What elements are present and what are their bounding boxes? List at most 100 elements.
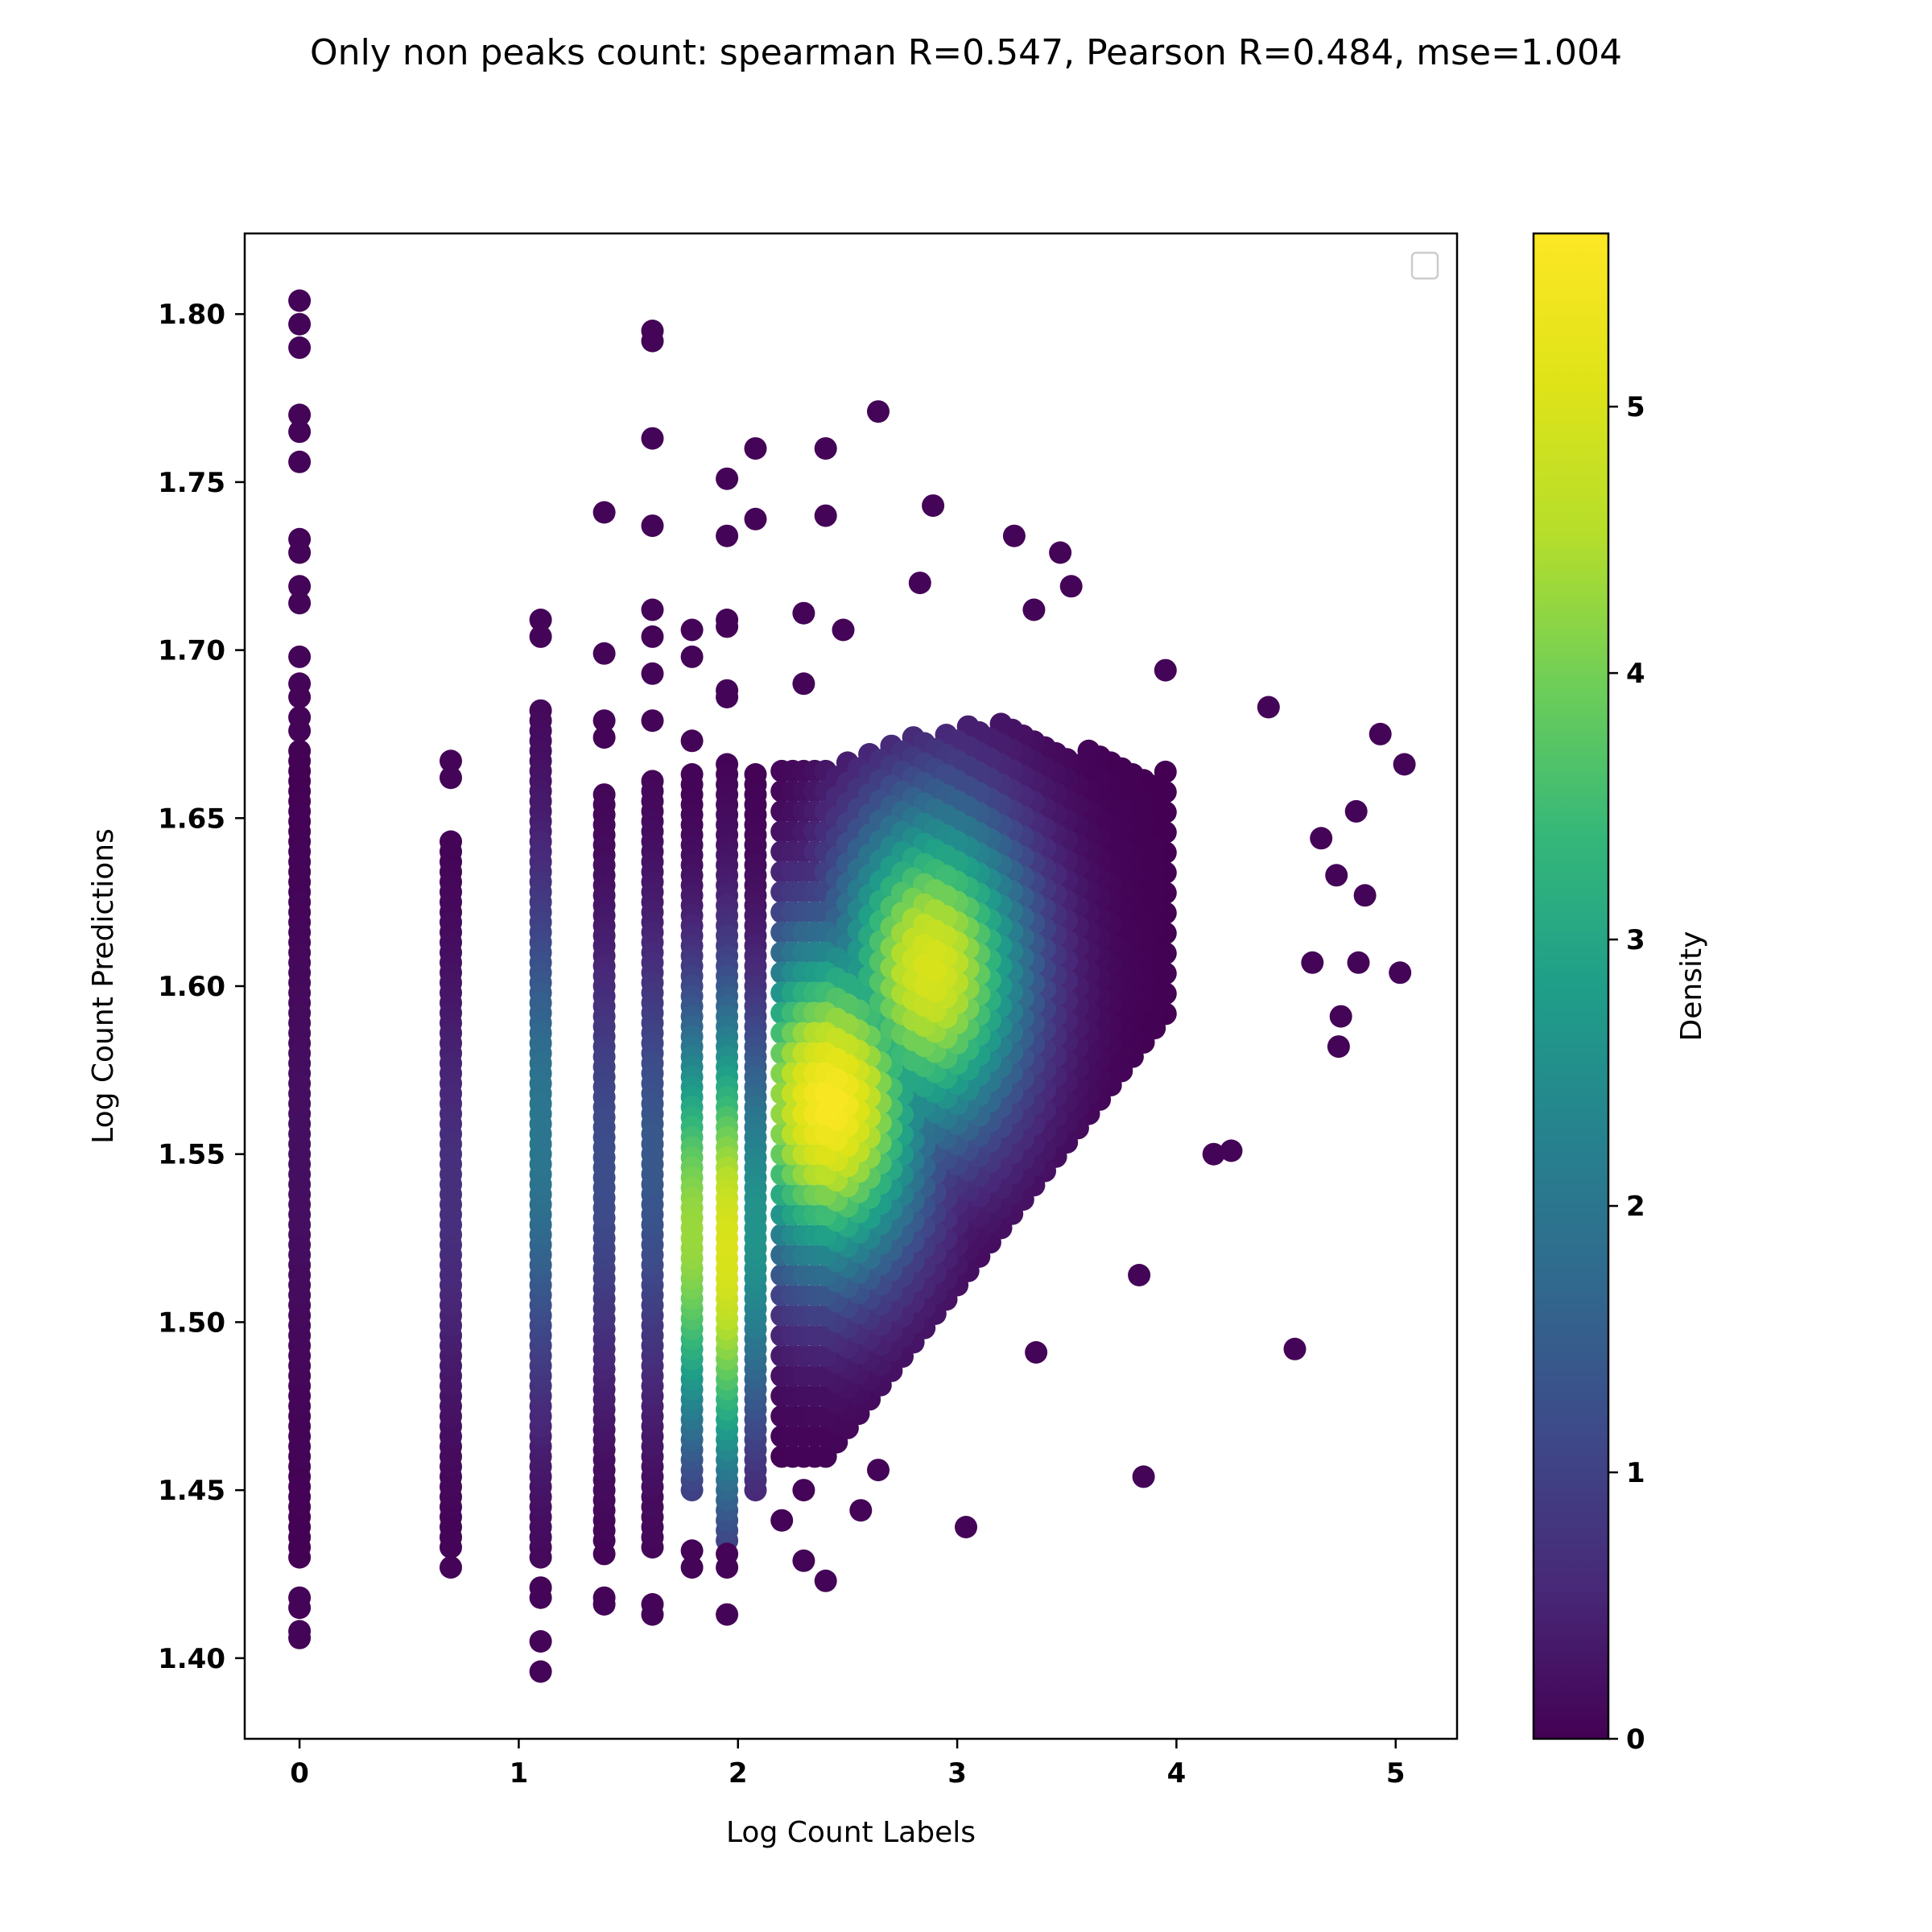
chart-title: Only non peaks count: spearman R=0.547, … xyxy=(310,32,1622,73)
outlier-point-1613 xyxy=(792,1549,815,1572)
y-tick-label-5: 1.65 xyxy=(158,803,225,835)
y-axis: 1.40 1.45 1.50 1.55 1.60 1.65 1.70 1.75 1.80 xyxy=(158,299,245,1675)
y-tick-label-4: 1.60 xyxy=(158,971,225,1003)
cloud-point-1523 xyxy=(923,960,947,983)
outlier-point-1584 xyxy=(641,329,664,353)
outlier-point-1596 xyxy=(680,1539,704,1563)
outlier-point-1558 xyxy=(288,645,312,668)
outlier-point-1576 xyxy=(592,501,616,524)
outlier-point-1551 xyxy=(288,403,312,427)
x-tick-label-0: 0 xyxy=(290,1757,309,1790)
outlier-point-1623 xyxy=(955,1516,977,1538)
x-axis-label: Log Count Labels xyxy=(726,1816,976,1849)
outlier-point-1549 xyxy=(288,312,312,336)
colorbar-label: Density xyxy=(1675,931,1708,1042)
cloud-point-1547 xyxy=(825,1088,848,1111)
outlier-point-1611 xyxy=(792,672,815,696)
outlier-point-1616 xyxy=(814,1569,837,1592)
outlier-point-1574 xyxy=(529,1630,552,1653)
outlier-point-1620 xyxy=(867,1459,890,1482)
outlier-point-1595 xyxy=(680,729,704,753)
outlier-point-1632 xyxy=(1202,1142,1225,1166)
outlier-point-1578 xyxy=(592,709,616,733)
y-tick-label-8: 1.80 xyxy=(158,299,225,331)
outlier-point-1607 xyxy=(744,437,767,460)
outlier-point-1614 xyxy=(814,437,837,460)
outlier-point-1552 xyxy=(288,420,312,444)
outlier-point-1586 xyxy=(641,514,664,538)
outlier-point-1592 xyxy=(641,1603,664,1626)
outlier-point-1612 xyxy=(792,1479,815,1502)
y-tick-label-7: 1.75 xyxy=(158,467,225,499)
x-tick-label-3: 3 xyxy=(947,1757,967,1790)
outlier-point-1603 xyxy=(716,686,739,708)
colorbar-tick-label-4: 4 xyxy=(1626,658,1645,690)
y-axis-label: Log Count Predictions xyxy=(87,828,120,1144)
outlier-point-1631 xyxy=(1154,658,1177,682)
colorbar-tick-label-5: 5 xyxy=(1626,391,1645,423)
outlier-point-1629 xyxy=(1128,1264,1151,1286)
outlier-point-1609 xyxy=(770,1509,794,1532)
outlier-point-1566 xyxy=(288,1626,312,1649)
column-point-236 xyxy=(529,1122,552,1146)
outlier-point-1615 xyxy=(814,504,837,527)
outlier-point-1571 xyxy=(529,625,552,648)
outlier-point-1608 xyxy=(744,507,767,530)
outlier-point-1597 xyxy=(680,1556,704,1579)
outlier-point-1639 xyxy=(1327,1035,1350,1059)
x-axis: 0 1 2 3 4 5 xyxy=(290,1739,1406,1790)
x-tick-label-5: 5 xyxy=(1386,1757,1406,1790)
outlier-point-1556 xyxy=(288,575,312,598)
outlier-point-1630 xyxy=(1132,1465,1155,1488)
outlier-point-1641 xyxy=(1344,799,1368,823)
colorbar-tick-label-1: 1 xyxy=(1626,1457,1645,1489)
outlier-point-1564 xyxy=(288,1596,312,1620)
column-point-388 xyxy=(641,1153,664,1176)
outlier-point-1606 xyxy=(716,1603,739,1626)
colorbar-tick-label-2: 2 xyxy=(1626,1191,1645,1223)
outlier-point-1637 xyxy=(1310,827,1333,850)
outlier-point-1646 xyxy=(1393,753,1416,776)
outlier-point-1599 xyxy=(716,524,739,547)
column-point-80 xyxy=(288,1142,312,1166)
outlier-point-1589 xyxy=(641,662,664,685)
outlier-point-1555 xyxy=(288,541,312,564)
outlier-point-1568 xyxy=(440,766,462,790)
y-tick-label-0: 1.40 xyxy=(158,1643,225,1675)
outlier-point-1580 xyxy=(592,1542,616,1566)
outlier-point-1618 xyxy=(849,1499,873,1522)
outlier-point-1640 xyxy=(1329,1005,1352,1028)
colorbar-tick-label-3: 3 xyxy=(1626,924,1645,956)
outlier-point-1557 xyxy=(288,592,312,615)
y-tick-label-3: 1.55 xyxy=(158,1139,225,1171)
empty-legend-box xyxy=(1410,251,1439,280)
outlier-point-1562 xyxy=(288,719,312,742)
x-tick-label-1: 1 xyxy=(510,1757,529,1790)
column-point-610 xyxy=(744,1216,767,1240)
outlier-point-1605 xyxy=(716,1556,739,1579)
outlier-point-1621 xyxy=(908,572,931,595)
outlier-point-1636 xyxy=(1301,951,1324,974)
outlier-point-1585 xyxy=(641,427,664,450)
outlier-point-1588 xyxy=(641,625,664,648)
outlier-point-1626 xyxy=(1025,1341,1048,1364)
outlier-point-1579 xyxy=(592,726,616,749)
outlier-point-1610 xyxy=(792,601,815,625)
outlier-point-1575 xyxy=(529,1660,552,1683)
outlier-point-1548 xyxy=(288,289,312,312)
column-point-311 xyxy=(592,1156,616,1179)
outlier-point-1601 xyxy=(716,615,739,638)
outlier-point-1570 xyxy=(529,609,552,631)
x-tick-label-4: 4 xyxy=(1167,1757,1187,1790)
outlier-point-1638 xyxy=(1325,864,1348,887)
colorbar-tick-label-0: 0 xyxy=(1626,1724,1645,1756)
outlier-point-1593 xyxy=(680,618,704,642)
y-tick-label-1: 1.45 xyxy=(158,1475,225,1507)
colorbar xyxy=(1532,232,1610,1740)
outlier-point-1617 xyxy=(832,618,855,642)
outlier-point-1633 xyxy=(1220,1139,1243,1162)
outlier-point-1560 xyxy=(288,686,312,708)
data-points xyxy=(288,289,1416,1683)
outlier-point-1582 xyxy=(592,1593,616,1616)
